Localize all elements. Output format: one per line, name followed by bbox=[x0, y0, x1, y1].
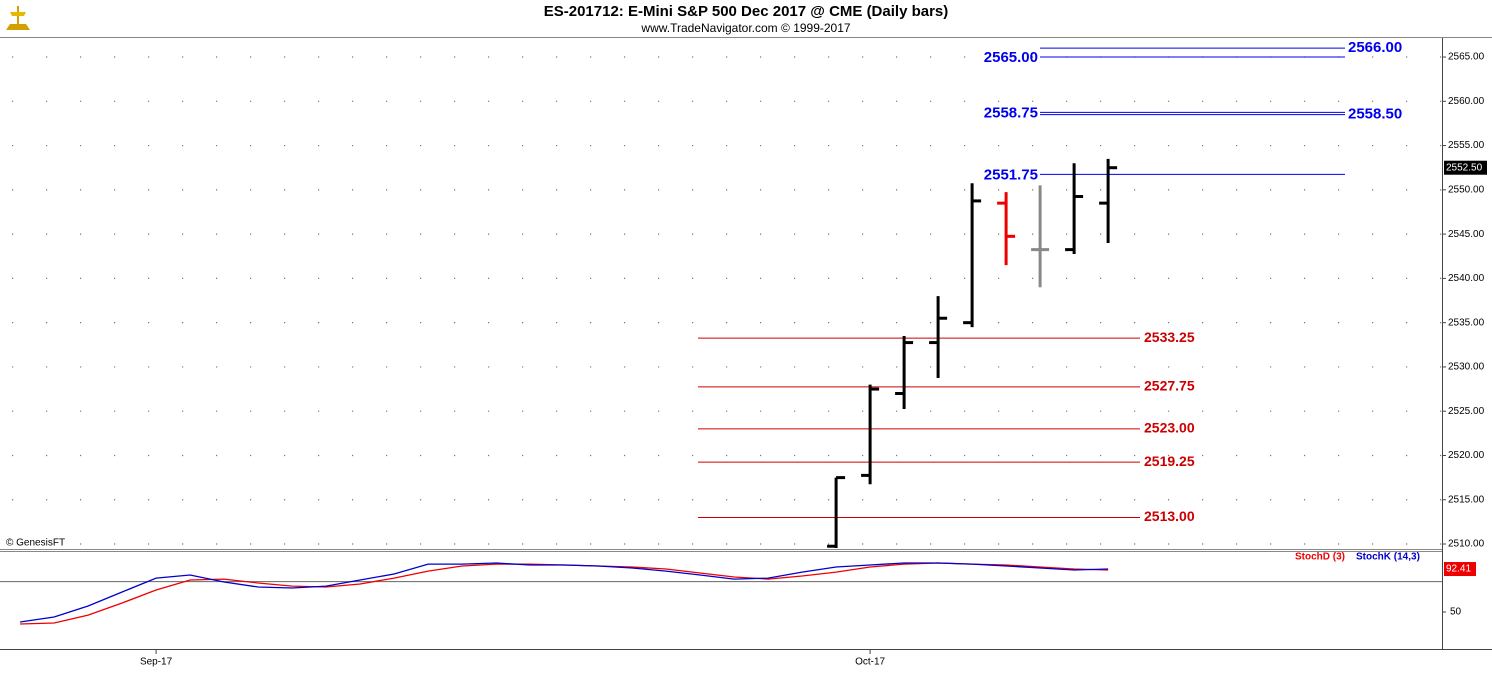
y-tick-label: 50 bbox=[1450, 607, 1462, 618]
y-tick-label: 2555.00 bbox=[1448, 140, 1485, 151]
logo bbox=[6, 6, 30, 30]
support-label: 2527.75 bbox=[1144, 378, 1195, 394]
support-label: 2519.25 bbox=[1144, 453, 1195, 469]
last-price-label: 2552.50 bbox=[1446, 162, 1483, 173]
support-label: 2533.25 bbox=[1144, 329, 1195, 345]
y-tick-label: 2565.00 bbox=[1448, 52, 1485, 63]
x-tick-label: Sep-17 bbox=[140, 657, 173, 668]
y-tick-label: 2550.00 bbox=[1448, 184, 1485, 195]
last-value-box bbox=[1444, 562, 1476, 577]
watermark: © GenesisFT bbox=[6, 538, 65, 549]
resistance-label: 2558.50 bbox=[1348, 106, 1402, 123]
y-tick-label: 2535.00 bbox=[1448, 317, 1485, 328]
y-tick-label: 2525.00 bbox=[1448, 406, 1485, 417]
resistance-label: 2565.00 bbox=[984, 49, 1038, 66]
last-price-box bbox=[1444, 160, 1487, 175]
support-label: 2513.00 bbox=[1144, 508, 1195, 524]
y-tick-label: 2545.00 bbox=[1448, 229, 1485, 240]
legend-entry: StochD (3) bbox=[1295, 552, 1345, 563]
y-tick-label: 2520.00 bbox=[1448, 450, 1485, 461]
y-tick-label: 2560.00 bbox=[1448, 96, 1485, 107]
resistance-label: 2558.75 bbox=[984, 104, 1038, 121]
legend-entry: StochK (14,3) bbox=[1356, 552, 1420, 563]
resistance-label: 2566.00 bbox=[1348, 39, 1402, 56]
last-value-label: 92.41 bbox=[1446, 564, 1471, 575]
chart-subtitle: www.TradeNavigator.com © 1999-2017 bbox=[640, 21, 850, 35]
y-tick-label: 2540.00 bbox=[1448, 273, 1485, 284]
support-label: 2523.00 bbox=[1144, 420, 1195, 436]
chart-title: ES-201712: E-Mini S&P 500 Dec 2017 @ CME… bbox=[544, 3, 949, 20]
y-tick-label: 2530.00 bbox=[1448, 362, 1485, 373]
y-tick-label: 2510.00 bbox=[1448, 539, 1485, 550]
y-tick-label: 2515.00 bbox=[1448, 494, 1485, 505]
indicator-line bbox=[20, 562, 1109, 623]
resistance-label: 2551.75 bbox=[984, 166, 1038, 183]
x-tick-label: Oct-17 bbox=[855, 657, 885, 668]
